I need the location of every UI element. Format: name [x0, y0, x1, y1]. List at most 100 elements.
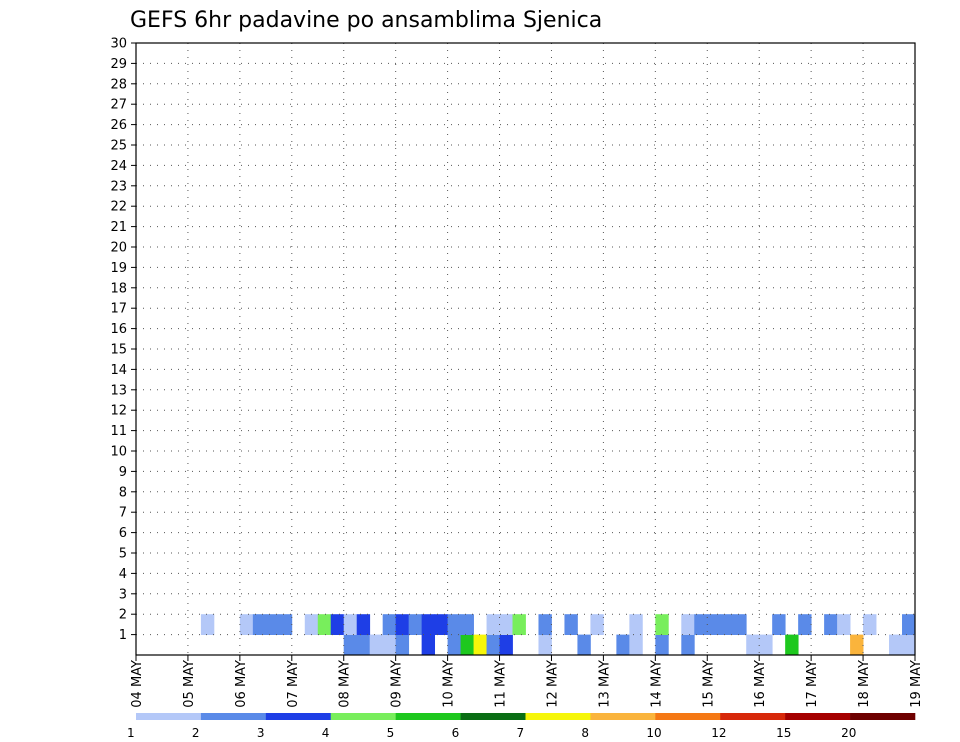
- y-tick-label: 30: [110, 37, 127, 52]
- heatmap-cell: [265, 614, 280, 635]
- heatmap-cell: [694, 614, 708, 635]
- y-tick-label: 13: [110, 383, 127, 398]
- x-tick-label: 14 MAY: [649, 660, 664, 708]
- heatmap-cell: [473, 634, 487, 656]
- heatmap-cell: [421, 634, 436, 656]
- x-tick-label: 06 MAY: [234, 660, 249, 708]
- y-tick-label: 15: [110, 343, 127, 358]
- colorbar-label: 20: [841, 726, 856, 740]
- heatmap-cell: [824, 614, 838, 635]
- heatmap-cell: [460, 634, 474, 656]
- y-tick-label: 29: [110, 57, 127, 72]
- grid-lines: [136, 43, 915, 655]
- heatmap-cell: [343, 634, 358, 656]
- x-tick-label: 09 MAY: [390, 660, 405, 708]
- heatmap-cell: [239, 614, 254, 635]
- colorbar-swatch: [460, 713, 526, 720]
- heatmap-cell: [356, 614, 371, 635]
- heatmap-cell: [785, 634, 799, 656]
- colorbar-label: 1: [127, 726, 135, 740]
- x-tick-label: 08 MAY: [338, 660, 353, 708]
- x-tick-label: 13 MAY: [597, 660, 612, 708]
- y-tick-label: 20: [110, 241, 127, 256]
- heatmap-cell: [499, 634, 513, 656]
- heatmap-cell: [681, 614, 695, 635]
- y-tick-label: 6: [119, 526, 127, 541]
- x-tick-label: 16 MAY: [753, 660, 768, 708]
- colorbar-swatch: [200, 713, 267, 720]
- y-tick-label: 11: [110, 424, 127, 439]
- heatmap-cell: [421, 614, 436, 635]
- colorbar-label: 5: [387, 726, 395, 740]
- x-tick-label: 07 MAY: [286, 660, 301, 708]
- y-tick-label: 12: [110, 404, 127, 419]
- colorbar-swatch: [850, 713, 916, 720]
- colorbar-label: 10: [646, 726, 661, 740]
- x-tick-label: 12 MAY: [545, 660, 560, 708]
- heatmap-cell: [512, 614, 526, 635]
- heatmap-cell: [759, 634, 773, 656]
- heatmap-cell: [395, 614, 410, 635]
- heatmap-cell: [850, 634, 864, 656]
- heatmap-cell: [460, 614, 474, 635]
- colorbar-legend: 1 2 3 4 5 6 7 8 10 12 15 20: [127, 713, 916, 740]
- colorbar-swatch: [395, 713, 461, 720]
- colorbar-swatch: [590, 713, 656, 720]
- y-tick-label: 14: [110, 363, 127, 378]
- heatmap-cell: [902, 614, 916, 635]
- y-tick-label: 5: [119, 547, 127, 562]
- heatmap-cell: [837, 614, 851, 635]
- x-axis: 04 MAY 05 MAY 06 MAY 07 MAY 08 MAY 09 MAY 10 M…: [130, 655, 924, 708]
- colorbar-label: 2: [192, 726, 200, 740]
- heatmap-cell: [252, 614, 267, 635]
- x-tick-label: 18 MAY: [857, 660, 872, 708]
- heatmap-cell: [538, 614, 552, 635]
- y-tick-label: 18: [110, 281, 127, 296]
- x-tick-label: 15 MAY: [701, 660, 716, 708]
- x-tick-label: 11 MAY: [494, 660, 509, 708]
- heatmap-cell: [538, 634, 552, 656]
- heatmap-cell: [681, 634, 695, 656]
- heatmap-cell: [304, 614, 319, 635]
- heatmap-cell: [382, 614, 397, 635]
- y-tick-label: 7: [119, 506, 127, 521]
- colorbar-label: 3: [257, 726, 265, 740]
- y-tick-label: 27: [110, 98, 127, 113]
- colorbar-swatch: [720, 713, 786, 720]
- heatmap-cell: [616, 634, 630, 656]
- x-tick-label: 05 MAY: [182, 660, 197, 708]
- heatmap-cell: [343, 614, 358, 635]
- heatmap-cell: [278, 614, 293, 635]
- x-tick-label: 10 MAY: [442, 660, 457, 708]
- heatmap-cell: [720, 614, 734, 635]
- colorbar-swatch: [525, 713, 591, 720]
- y-tick-label: 16: [110, 322, 127, 337]
- heatmap-cell: [655, 614, 669, 635]
- heatmap-cell: [395, 634, 410, 656]
- y-tick-label: 2: [119, 608, 127, 623]
- heatmap-cell: [382, 634, 397, 656]
- heatmap-cell: [369, 634, 384, 656]
- y-tick-label: 25: [110, 139, 127, 154]
- heatmap-cell: [408, 614, 423, 635]
- colorbar-swatch: [136, 713, 202, 720]
- colorbar-label: 6: [452, 726, 460, 740]
- heatmap-cell: [330, 614, 345, 635]
- colorbar-label: 7: [517, 726, 525, 740]
- y-tick-label: 3: [119, 587, 127, 602]
- y-axis: 1234567891011121314151617181920212223242…: [110, 37, 136, 643]
- heatmap-cell: [447, 614, 461, 635]
- heatmap-cell: [772, 614, 786, 635]
- colorbar-label: 4: [322, 726, 330, 740]
- heatmap-cell: [200, 614, 215, 635]
- colorbar-swatch: [265, 713, 332, 720]
- x-tick-label: 19 MAY: [909, 660, 924, 708]
- colorbar-label: 12: [711, 726, 726, 740]
- colorbar-label: 8: [581, 726, 589, 740]
- y-tick-label: 10: [110, 445, 127, 460]
- plot-frame: [135, 42, 916, 656]
- y-tick-label: 22: [110, 200, 127, 215]
- y-tick-label: 1: [119, 628, 127, 643]
- y-tick-label: 19: [110, 261, 127, 276]
